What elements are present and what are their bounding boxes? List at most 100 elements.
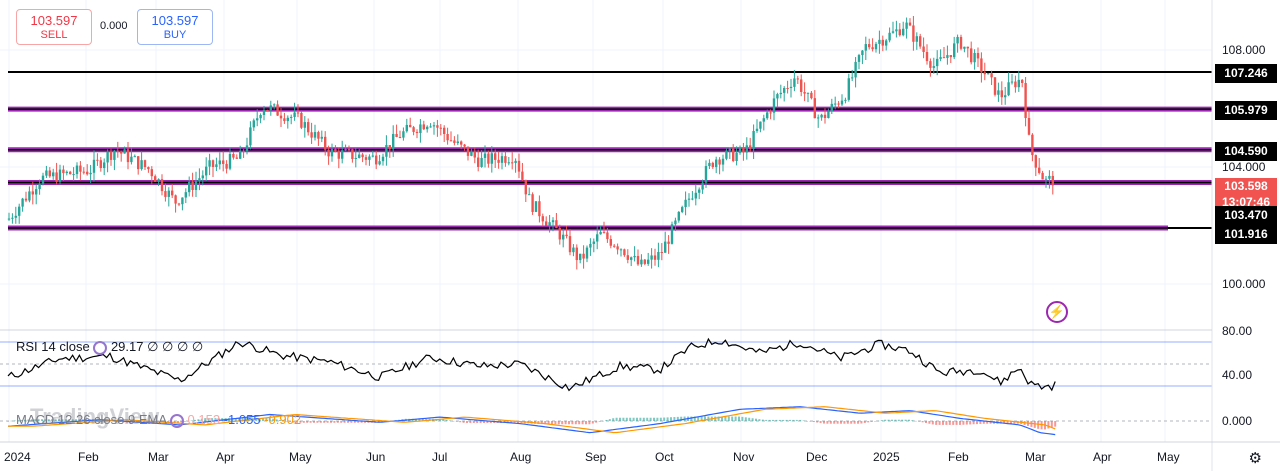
macd-hist-bar — [768, 419, 771, 421]
candle-body — [300, 112, 303, 128]
candle-body — [664, 241, 667, 253]
macd-hist-bar — [336, 421, 339, 423]
bolt-icon[interactable]: ⚡ — [1046, 301, 1068, 323]
macd-hist-bar — [146, 421, 149, 423]
macd-hist-bar — [659, 417, 662, 421]
circle-icon[interactable] — [169, 413, 184, 428]
candle-body — [776, 94, 779, 99]
candle-body — [174, 195, 177, 204]
candle-body — [976, 53, 980, 59]
macd-hist-bar — [785, 419, 788, 421]
candle-body — [92, 159, 96, 173]
candle-body — [1044, 178, 1048, 180]
macd-hist-bar — [272, 418, 275, 421]
candle-body — [310, 132, 313, 138]
macd-hist-bar — [826, 421, 829, 424]
candle-body — [769, 112, 772, 114]
candle-body — [307, 122, 310, 133]
sell-button[interactable]: 103.597 SELL — [16, 9, 92, 45]
time-label: Aug — [510, 450, 531, 464]
candle-body — [565, 234, 568, 237]
macd-hist-bar — [887, 419, 890, 421]
macd-hist-bar — [350, 421, 353, 423]
macd-hist-bar — [734, 416, 737, 421]
candle-body — [1000, 90, 1003, 98]
candle-body — [222, 160, 225, 164]
macd-hist-bar — [792, 419, 795, 421]
candle-body — [694, 192, 697, 199]
buy-button[interactable]: 103.597 BUY — [137, 9, 213, 45]
macd-hist-bar — [330, 421, 332, 423]
candle-body — [541, 216, 544, 222]
candle-body — [89, 172, 92, 175]
candle-body — [487, 153, 490, 164]
circle-icon[interactable] — [93, 340, 108, 355]
candle-body — [613, 245, 616, 247]
candle-body — [320, 136, 323, 139]
macd-hist-bar — [442, 419, 445, 421]
candle-body — [742, 147, 745, 153]
macd-hist-bar — [561, 421, 564, 425]
candle-body — [38, 183, 41, 190]
macd-hist-bar — [68, 419, 71, 421]
price-label: 107.246 — [1215, 64, 1277, 83]
macd-hist-bar — [41, 419, 43, 421]
candle-body — [942, 57, 946, 59]
candle-body — [191, 181, 194, 191]
price-label: 104.590 — [1215, 142, 1277, 161]
candle-body — [735, 152, 738, 161]
macd-hist-bar — [469, 421, 472, 424]
macd-hist-bar — [843, 421, 846, 424]
candle-body — [555, 220, 558, 228]
candle-body — [113, 150, 116, 160]
macd-hist-bar — [850, 421, 853, 424]
candle-body — [72, 174, 75, 176]
macd-hist-bar — [486, 421, 489, 424]
macd-hist-bar — [727, 416, 730, 421]
candle-body — [922, 46, 925, 52]
candle-body — [915, 36, 918, 42]
macd-hist-bar — [942, 421, 944, 425]
candle-body — [184, 192, 187, 198]
candle-body — [609, 239, 612, 246]
support-resistance-lines — [8, 71, 1212, 231]
candle-body — [521, 171, 524, 180]
candle-body — [653, 255, 657, 260]
macd-hist-bar — [476, 421, 479, 424]
macd-hist-bar — [262, 418, 264, 421]
candle-body — [167, 190, 170, 197]
macd-hist-bar — [965, 421, 968, 425]
candle-body — [133, 156, 136, 158]
macd-hist-bar — [901, 419, 904, 421]
macd-hist-bar — [931, 421, 934, 425]
candle-body — [732, 148, 735, 161]
macd-hist-bar — [30, 419, 33, 421]
candle-body — [361, 154, 364, 158]
macd-hist-bar — [772, 419, 774, 421]
macd-hist-bar — [809, 421, 812, 422]
macd-hist-bar — [860, 421, 863, 424]
candle-body — [932, 66, 935, 68]
candle-body — [908, 22, 912, 26]
time-label: Nov — [733, 450, 754, 464]
candle-body — [517, 160, 521, 172]
candle-body — [211, 160, 215, 167]
candle-body — [259, 114, 262, 119]
candle-body — [490, 153, 493, 164]
candle-body — [395, 133, 398, 137]
candle-body — [456, 141, 459, 144]
time-label: May — [289, 450, 312, 464]
candle-body — [96, 159, 99, 161]
gear-icon[interactable]: ⚙ — [1248, 450, 1262, 467]
macd-hist-bar — [656, 417, 659, 421]
candle-body — [681, 207, 684, 212]
macd-hist-bar — [299, 421, 302, 423]
candle-body — [171, 190, 174, 196]
candle-body — [266, 109, 269, 111]
candle-body — [1038, 167, 1041, 173]
candle-body — [963, 46, 966, 49]
candle-body — [691, 198, 694, 200]
spread-value: 0.000 — [100, 20, 128, 32]
buy-label: BUY — [163, 29, 187, 41]
